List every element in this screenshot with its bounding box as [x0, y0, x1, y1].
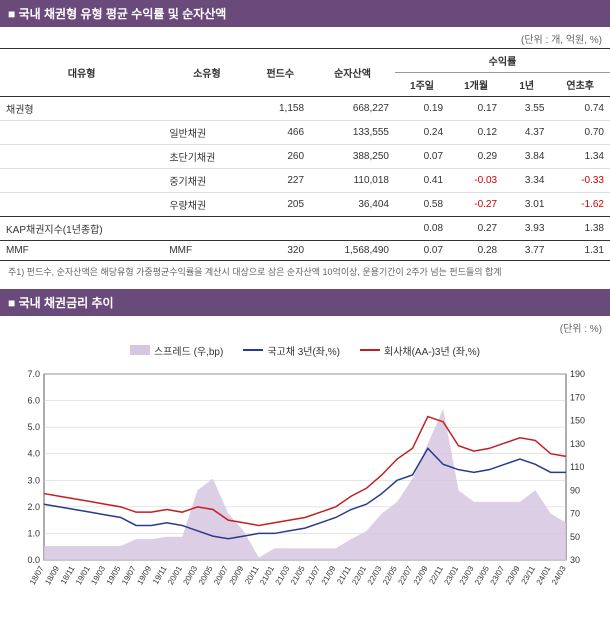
legend-corp-label: 회사채(AA-)3년 (좌,%)	[384, 343, 480, 358]
th-fund-count: 펀드수	[251, 49, 311, 97]
svg-text:90: 90	[570, 485, 580, 495]
chart-section-title: 국내 채권금리 추이	[0, 289, 610, 316]
svg-text:4.0: 4.0	[27, 448, 40, 458]
table-row: 중기채권227110,0180.41-0.033.34-0.33	[0, 169, 610, 193]
chart-unit: (단위 : %)	[0, 316, 610, 337]
svg-text:22/09: 22/09	[412, 564, 430, 586]
svg-text:50: 50	[570, 531, 580, 541]
legend-spread: 스프레드 (우,bp)	[130, 343, 223, 358]
svg-text:3.0: 3.0	[27, 475, 40, 485]
svg-text:21/01: 21/01	[258, 564, 276, 586]
table-unit: (단위 : 개, 억원, %)	[0, 27, 610, 48]
th-nav: 순자산액	[310, 49, 395, 97]
table-row: 초단기채권260388,2500.070.293.841.34	[0, 145, 610, 169]
table-row: 일반채권466133,5550.240.124.370.70	[0, 121, 610, 145]
table-row: KAP채권지수(1년종합)0.080.273.931.38	[0, 217, 610, 241]
th-return-group: 수익률	[395, 49, 610, 73]
svg-text:20/05: 20/05	[197, 564, 215, 586]
svg-text:5.0: 5.0	[27, 422, 40, 432]
svg-text:19/07: 19/07	[120, 564, 138, 586]
legend-spread-label: 스프레드 (우,bp)	[154, 343, 223, 358]
chart-legend: 스프레드 (우,bp) 국고채 3년(좌,%) 회사채(AA-)3년 (좌,%)	[0, 337, 610, 360]
svg-text:7.0: 7.0	[27, 369, 40, 379]
table-section-title: 국내 채권형 유형 평균 수익률 및 순자산액	[0, 0, 610, 27]
svg-text:30: 30	[570, 555, 580, 565]
th-1w: 1주일	[395, 73, 449, 97]
svg-text:21/03: 21/03	[274, 564, 292, 586]
legend-ktb: 국고채 3년(좌,%)	[243, 343, 340, 358]
svg-text:24/01: 24/01	[535, 564, 553, 586]
svg-text:150: 150	[570, 415, 585, 425]
returns-table: 대유형 소유형 펀드수 순자산액 수익률 1주일 1개월 1년 연초후 채권형1…	[0, 48, 610, 261]
th-1y: 1년	[503, 73, 550, 97]
svg-text:70: 70	[570, 508, 580, 518]
yield-chart: 0.0 1.0 2.0 3.0 4.0 5.0 6.0 7.0 30 50 70 90 110 130 15…	[0, 360, 610, 602]
svg-text:19/09: 19/09	[135, 564, 153, 586]
svg-text:21/07: 21/07	[304, 564, 322, 586]
table-footnote: 주1) 펀드수, 순자산액은 해당유형 가중평균수익률을 계산시 대상으로 삼은…	[0, 261, 610, 289]
legend-corp: 회사채(AA-)3년 (좌,%)	[360, 343, 480, 358]
svg-text:6.0: 6.0	[27, 395, 40, 405]
th-sub-type: 소유형	[163, 49, 250, 97]
svg-text:170: 170	[570, 392, 585, 402]
table-row: 채권형1,158668,2270.190.173.550.74	[0, 97, 610, 121]
svg-text:23/03: 23/03	[458, 564, 476, 586]
th-ytd: 연초후	[550, 73, 610, 97]
svg-text:23/09: 23/09	[504, 564, 522, 586]
legend-ktb-label: 국고채 3년(좌,%)	[267, 343, 340, 358]
svg-text:2.0: 2.0	[27, 502, 40, 512]
svg-text:110: 110	[570, 462, 584, 472]
th-1m: 1개월	[449, 73, 503, 97]
svg-text:19/01: 19/01	[74, 564, 92, 586]
svg-text:1.0: 1.0	[27, 528, 40, 538]
svg-text:190: 190	[570, 369, 585, 379]
svg-text:18/09: 18/09	[43, 564, 61, 586]
svg-text:22/05: 22/05	[381, 564, 399, 586]
th-main-type: 대유형	[0, 49, 163, 97]
svg-text:0.0: 0.0	[27, 555, 40, 565]
table-row: 우량채권20536,4040.58-0.273.01-1.62	[0, 193, 610, 217]
svg-text:21/09: 21/09	[320, 564, 338, 586]
svg-text:20/09: 20/09	[228, 564, 246, 586]
table-row: MMFMMF3201,568,4900.070.283.771.31	[0, 241, 610, 261]
svg-text:130: 130	[570, 438, 585, 448]
svg-text:24/03: 24/03	[550, 564, 568, 586]
svg-text:23/07: 23/07	[489, 564, 507, 586]
